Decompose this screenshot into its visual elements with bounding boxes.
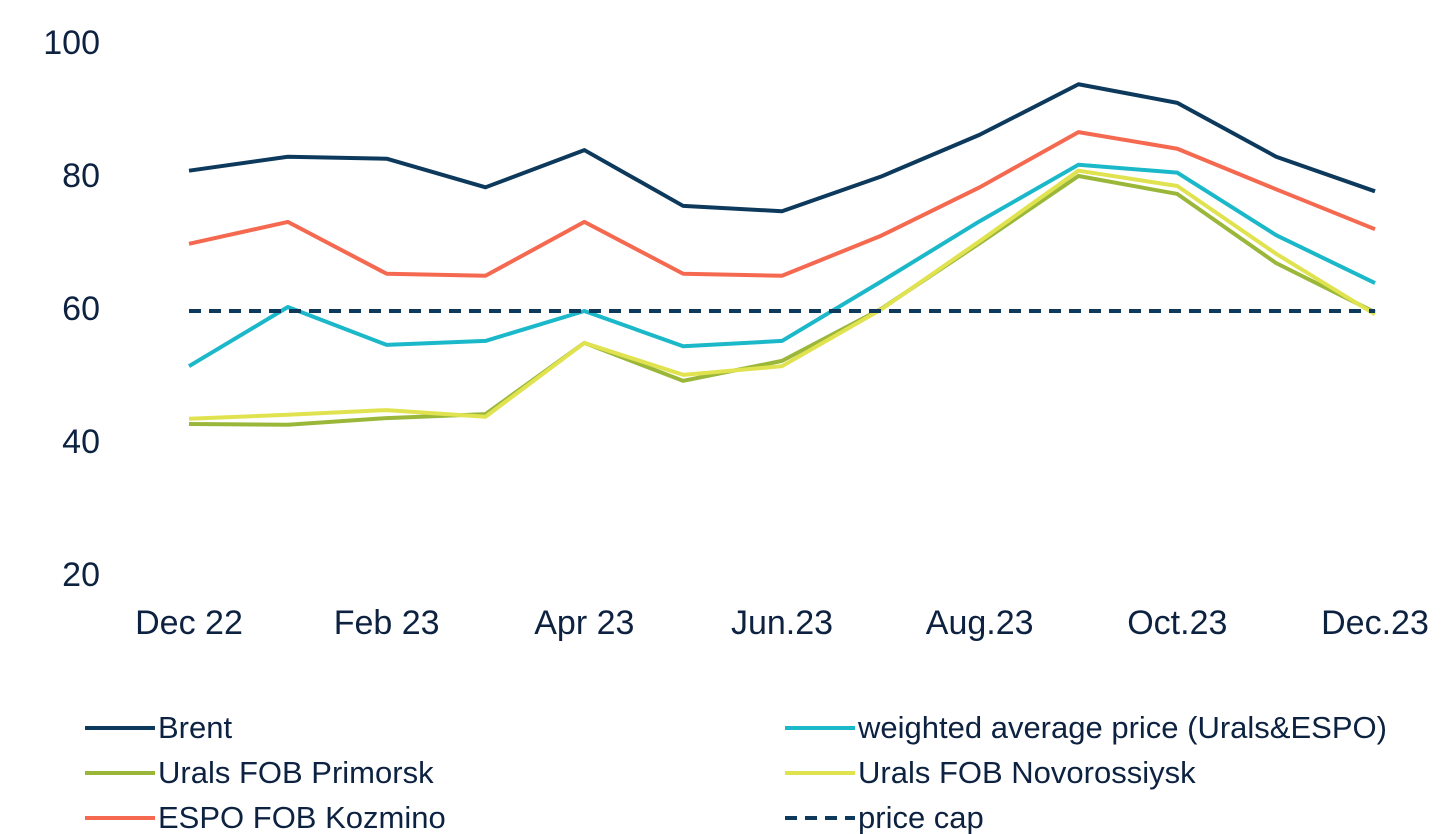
y-tick-label: 100	[43, 24, 100, 62]
x-tick-label: Aug.23	[926, 604, 1034, 642]
y-tick-label: 60	[62, 290, 100, 328]
y-tick-label: 80	[62, 157, 100, 195]
x-tick-label: Dec 22	[135, 604, 243, 642]
series-line	[188, 130, 1376, 278]
legend-label: Brent	[158, 710, 232, 745]
x-tick-label: Apr 23	[534, 604, 634, 642]
y-tick-label: 40	[62, 423, 100, 461]
series-line	[188, 174, 1376, 427]
legend-label: price cap	[858, 800, 984, 834]
series-line	[188, 168, 1377, 421]
legend-label: Urals FOB Primorsk	[158, 755, 434, 790]
x-tick-label: Feb 23	[334, 604, 440, 642]
series-line	[188, 82, 1376, 214]
y-tick-label: 20	[62, 556, 100, 594]
series-line	[187, 162, 1376, 368]
legend-label: ESPO FOB Kozmino	[158, 800, 446, 834]
x-tick-label: Jun.23	[731, 604, 833, 642]
legend-label: weighted average price (Urals&ESPO)	[857, 710, 1387, 745]
x-tick-label: Dec.23	[1321, 604, 1429, 642]
x-tick-label: Oct.23	[1127, 604, 1227, 642]
legend-label: Urals FOB Novorossiysk	[858, 755, 1196, 790]
